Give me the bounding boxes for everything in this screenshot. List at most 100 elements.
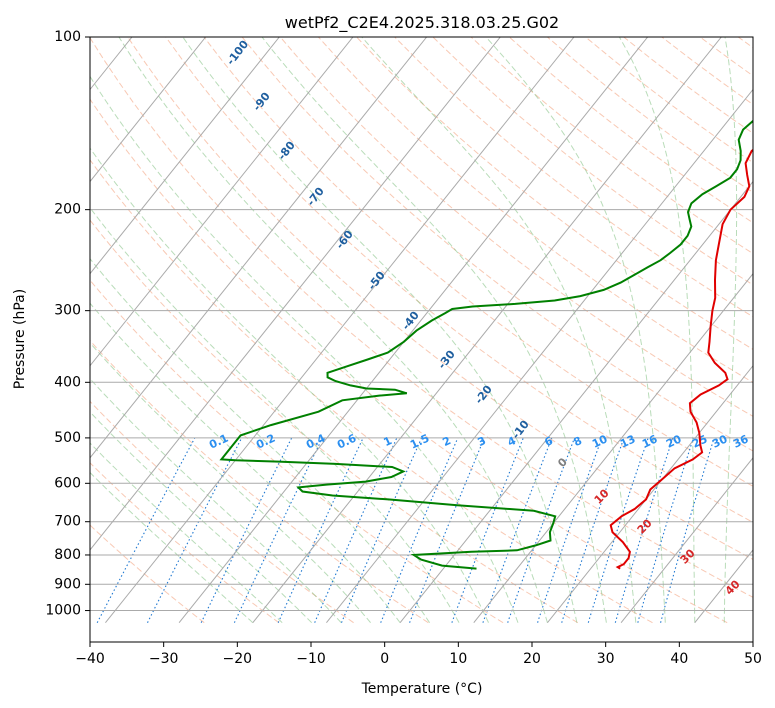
x-tick-label: 20 <box>523 651 541 667</box>
x-tick-label: 40 <box>670 651 688 667</box>
mixing-ratio-label: 3 <box>476 434 488 449</box>
mixing-ratio-line <box>96 437 196 623</box>
x-axis-ticks: −40 −30 −20 −10 0 10 20 30 40 50 <box>75 642 762 667</box>
mixing-ratio-label: 0.4 <box>304 431 327 451</box>
x-tick-label: −10 <box>296 651 326 667</box>
dry-adiabat-line <box>661 37 753 105</box>
dry-adiabat-label: -20 <box>472 383 495 407</box>
dry-adiabat-line <box>90 462 280 624</box>
dry-adiabat-line <box>737 37 753 49</box>
moist-adiabat-label: 10 <box>592 486 612 506</box>
y-tick-label: 100 <box>54 29 81 45</box>
dry-adiabat-line <box>90 339 429 624</box>
x-tick-label: 0 <box>380 651 389 667</box>
y-tick-label: 500 <box>54 430 81 446</box>
y-axis-ticks: 100 200 300 400 500 600 700 800 900 1000 <box>45 29 90 619</box>
isotherm-line <box>90 37 207 183</box>
moist-adiabat-line <box>485 37 666 623</box>
dry-adiabat-label: -90 <box>250 90 273 114</box>
mixing-ratio-line <box>277 437 364 623</box>
y-tick-label: 1000 <box>45 603 81 619</box>
y-tick-label: 600 <box>54 475 81 491</box>
isotherm-line <box>90 37 501 551</box>
isotherm-line <box>90 37 354 367</box>
mixing-ratio-line <box>451 437 524 623</box>
y-tick-label: 200 <box>54 202 81 218</box>
moist-adiabat-line <box>90 75 519 623</box>
isotherms <box>0 37 775 624</box>
mixing-ratio-label: 0.6 <box>335 431 358 451</box>
moist-adiabat-line <box>90 206 460 623</box>
moist-adiabat-label: 20 <box>635 516 655 536</box>
dry-adiabat-line <box>279 37 753 417</box>
dewpoint-line <box>219 119 753 570</box>
mixing-ratio-line <box>614 437 674 623</box>
moist-adiabat-line <box>361 37 637 623</box>
isotherm-line <box>473 272 753 624</box>
y-tick-label: 900 <box>54 576 81 592</box>
mixing-ratio-line <box>233 437 323 623</box>
x-axis-label: Temperature (°C) <box>361 681 483 697</box>
plot-frame <box>89 36 754 643</box>
isotherm-line <box>326 88 753 624</box>
mixing-ratio-label: 20 <box>664 432 684 450</box>
isotherm-line <box>620 457 753 624</box>
isotherm-line <box>768 37 775 623</box>
dry-adiabat-line <box>318 37 753 384</box>
mixing-ratio-line <box>482 437 553 623</box>
dry-adiabat-line <box>432 37 753 286</box>
moist-adiabats <box>90 37 738 624</box>
moist-adiabat-line <box>90 342 371 624</box>
mixing-ratio-line <box>409 437 485 623</box>
moist-adiabat-label: 0 <box>555 455 570 470</box>
mixing-ratio-line <box>147 437 243 623</box>
moist-adiabat-line <box>90 411 313 624</box>
dry-adiabat-line <box>90 219 579 624</box>
moist-adiabat-line <box>182 37 578 623</box>
moist-adiabat-line <box>118 37 548 623</box>
mixing-ratio-label: 36 <box>731 432 751 450</box>
dry-adiabat-line <box>90 98 728 624</box>
isotherm-line <box>252 37 722 624</box>
moist-adiabat-label: 40 <box>723 577 743 597</box>
mixing-ratio-label: 0.1 <box>207 432 230 452</box>
dry-adiabat-line <box>90 524 205 624</box>
moist-adiabat-line <box>261 37 607 623</box>
isotherm-line <box>0 37 58 623</box>
dry-adiabat-label: -100 <box>224 38 251 68</box>
dry-adiabats <box>90 37 753 624</box>
moist-adiabat-label: 30 <box>678 546 698 566</box>
mixing-ratio-label: 13 <box>618 432 637 450</box>
x-tick-label: 50 <box>744 651 762 667</box>
isotherm-line <box>178 37 649 624</box>
mixing-ratio-label: 10 <box>590 432 610 450</box>
mixing-ratio-line <box>380 437 459 623</box>
isotherm-line <box>399 180 753 624</box>
isotherm-line <box>547 364 753 624</box>
dry-adiabat-line <box>90 400 354 624</box>
y-tick-label: 800 <box>54 547 81 563</box>
isobars <box>90 37 753 612</box>
dry-adiabat-label: -50 <box>365 269 388 293</box>
mixing-ratio-label: 6 <box>543 434 556 449</box>
dry-adiabat-line <box>203 37 753 487</box>
dry-adiabat-line <box>90 159 653 624</box>
mixing-ratio-line <box>660 437 715 623</box>
y-tick-label: 700 <box>54 514 81 530</box>
y-axis-label: Pressure (hPa) <box>12 289 28 389</box>
mixing-ratio-label: 16 <box>640 432 660 450</box>
mixing-ratio-line <box>200 437 293 623</box>
moist-adiabat-line <box>90 442 283 624</box>
x-tick-label: −40 <box>75 651 105 667</box>
dry-adiabat-label: -30 <box>435 348 458 372</box>
isotherm-line <box>90 37 280 275</box>
moist-adiabat-line <box>723 37 738 623</box>
mixing-ratio-label: 1.5 <box>408 432 431 452</box>
dry-adiabat-line <box>356 37 753 350</box>
dry-adiabat-line <box>127 37 753 561</box>
mixing-ratio-label: 8 <box>572 434 584 449</box>
moist-adiabat-line <box>618 37 696 623</box>
background-labels: -100-90-80-70-60-50-40-30-20-100.1 0.2 0.4… <box>207 38 751 598</box>
isotherm-line <box>90 37 428 459</box>
